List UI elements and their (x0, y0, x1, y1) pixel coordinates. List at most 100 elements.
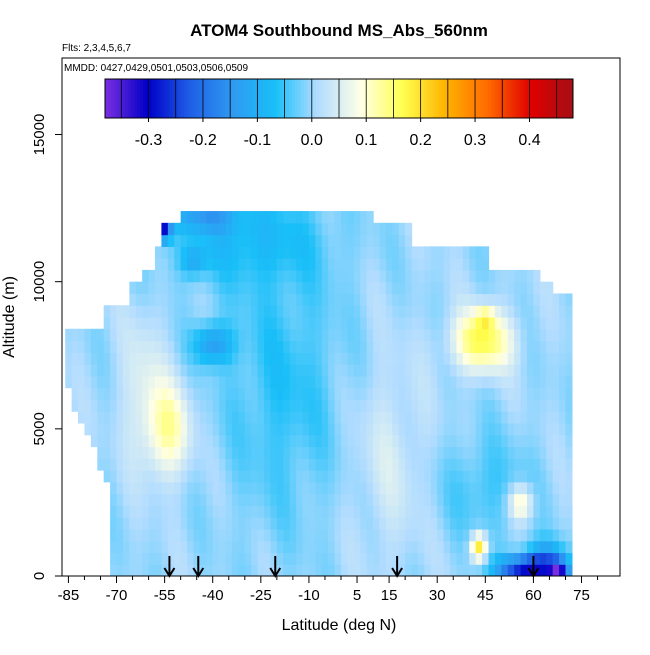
heatmap-cell (302, 411, 310, 424)
heatmap-cell (174, 481, 182, 495)
heatmap-cell (501, 552, 509, 565)
heatmap-cell (225, 328, 233, 342)
heatmap-cell (520, 458, 528, 471)
heatmap-cell (289, 375, 297, 389)
colorbar-tick-label: 0.3 (464, 132, 486, 149)
heatmap-cell (488, 375, 496, 389)
heatmap-cell (155, 458, 163, 471)
heatmap-cell (167, 411, 175, 424)
heatmap-cell (199, 317, 207, 330)
heatmap-cell (405, 234, 413, 247)
heatmap-cell (373, 505, 381, 518)
colorbar-segment (292, 79, 296, 118)
heatmap-cell (424, 375, 432, 389)
heatmap-cell (411, 411, 419, 424)
heatmap-cell (193, 352, 201, 365)
heatmap-cell (347, 470, 355, 483)
heatmap-cell (347, 411, 355, 424)
heatmap-cell (546, 281, 554, 295)
heatmap-cell (129, 493, 137, 506)
heatmap-cell (231, 387, 239, 401)
heatmap-cell (244, 222, 252, 236)
heatmap-cell (257, 281, 265, 295)
colorbar-segment (192, 79, 197, 118)
heatmap-cell (552, 493, 560, 506)
heatmap-cell (148, 399, 156, 412)
colorbar-segment (508, 79, 512, 118)
colorbar-segment (204, 79, 208, 118)
heatmap-cell (450, 422, 458, 436)
heatmap-cell (353, 564, 361, 576)
heatmap-cell (392, 293, 400, 306)
heatmap-cell (552, 352, 560, 365)
heatmap-cell (353, 470, 361, 483)
heatmap-cell (257, 211, 265, 224)
heatmap-cell (257, 458, 265, 471)
heatmap-cell (315, 246, 323, 259)
heatmap-cell (161, 352, 169, 365)
heatmap-cell (244, 340, 252, 353)
heatmap-cell (417, 328, 425, 342)
heatmap-cell (264, 364, 272, 377)
heatmap-cell (302, 399, 310, 412)
heatmap-cell (270, 281, 278, 295)
colorbar-segment (195, 79, 199, 118)
heatmap-cell (199, 434, 207, 448)
heatmap-cell (78, 399, 86, 412)
heatmap-cell (533, 317, 541, 330)
heatmap-cell (135, 505, 143, 518)
heatmap-cell (219, 375, 227, 389)
heatmap-cell (161, 364, 169, 377)
colorbar-segment (461, 79, 466, 118)
heatmap-cell (103, 422, 111, 436)
heatmap-cell (90, 399, 98, 412)
heatmap-cell (347, 446, 355, 459)
heatmap-cell (148, 552, 156, 565)
heatmap-cell (341, 246, 349, 259)
heatmap-cell (174, 234, 182, 247)
heatmap-cell (296, 470, 304, 483)
heatmap-cell (129, 434, 137, 448)
heatmap-cell (212, 375, 220, 389)
heatmap-cell (308, 411, 316, 424)
heatmap-cell (193, 517, 201, 530)
heatmap-cell (373, 552, 381, 565)
heatmap-cell (456, 352, 464, 365)
heatmap-cell (552, 517, 560, 530)
heatmap-cell (462, 470, 470, 483)
colorbar-segment (210, 79, 214, 118)
heatmap-cell (424, 328, 432, 342)
heatmap-cell (251, 317, 259, 330)
heatmap-cell (122, 540, 130, 554)
heatmap-cell (110, 328, 118, 342)
heatmap-cell (199, 375, 207, 389)
heatmap-cell (475, 281, 483, 295)
heatmap-cell (296, 411, 304, 424)
heatmap-cell (520, 505, 528, 518)
heatmap-cell (450, 470, 458, 483)
heatmap-cell (142, 552, 150, 565)
heatmap-cell (225, 234, 233, 247)
heatmap-cell (379, 293, 387, 306)
heatmap-cell (507, 399, 515, 412)
heatmap-cell (219, 293, 227, 306)
heatmap-cell (155, 422, 163, 436)
heatmap-cell (78, 375, 86, 389)
heatmap-cell (103, 305, 111, 318)
colorbar-segment (464, 79, 469, 118)
heatmap-cell (341, 470, 349, 483)
heatmap-cell (565, 375, 573, 389)
heatmap-cell (482, 328, 490, 342)
heatmap-cell (353, 458, 361, 471)
colorbar-segment (242, 79, 246, 118)
heatmap-cell (244, 375, 252, 389)
heatmap-cell (251, 328, 259, 342)
heatmap-cell (283, 293, 291, 306)
heatmap-cell (514, 505, 522, 518)
heatmap-cell (437, 246, 445, 259)
heatmap-cell (206, 528, 214, 542)
heatmap-cell (219, 434, 227, 448)
heatmap-cell (341, 269, 349, 283)
heatmap-cell (559, 505, 567, 518)
heatmap-cell (302, 422, 310, 436)
